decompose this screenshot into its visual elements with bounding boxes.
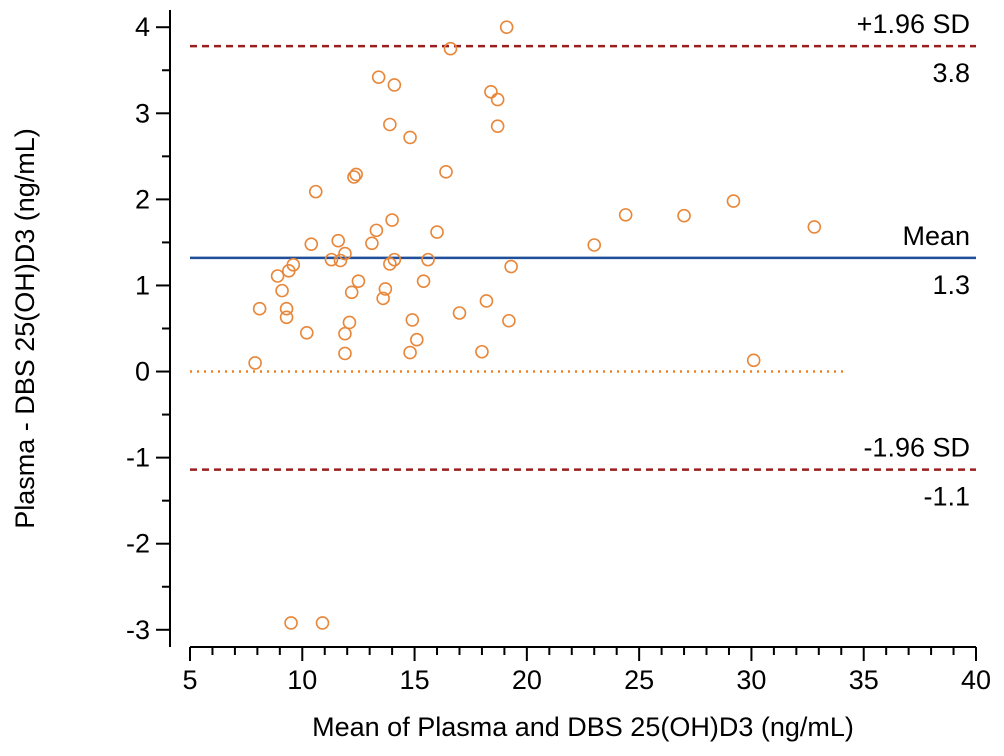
data-point bbox=[726, 194, 741, 208]
data-point bbox=[365, 236, 379, 251]
y-tick-label: -2 bbox=[126, 529, 150, 559]
data-point bbox=[342, 315, 357, 330]
data-point bbox=[443, 41, 458, 56]
data-point bbox=[338, 326, 352, 341]
data-point bbox=[378, 282, 393, 296]
reference-line-value: 1.3 bbox=[932, 270, 970, 300]
data-point bbox=[807, 220, 822, 234]
data-point bbox=[587, 238, 602, 252]
data-point bbox=[502, 313, 516, 328]
data-point bbox=[338, 246, 352, 261]
x-tick-label: 20 bbox=[512, 665, 542, 695]
data-point bbox=[371, 70, 386, 84]
data-point bbox=[479, 294, 494, 308]
data-point bbox=[308, 184, 323, 199]
data-point bbox=[499, 20, 514, 35]
reference-line-value: -1.1 bbox=[923, 482, 970, 512]
x-tick-label: 15 bbox=[400, 665, 430, 695]
x-ticks: 5 10 15 20 25 30 35 40 bbox=[182, 647, 991, 695]
data-point bbox=[439, 165, 453, 179]
data-point bbox=[416, 274, 431, 288]
data-point bbox=[270, 269, 285, 283]
axes: 5 10 15 20 25 30 35 40 -3 -2 -1 0 1 2 3 4 bbox=[126, 10, 991, 695]
y-tick-label: -1 bbox=[126, 443, 150, 473]
y-tick-label: 1 bbox=[135, 270, 150, 300]
reference-line-label: +1.96 SD bbox=[857, 9, 970, 39]
data-point bbox=[504, 259, 518, 274]
y-axis-title: Plasma - DBS 25(OH)D3 (ng/mL) bbox=[10, 128, 40, 529]
data-point bbox=[403, 130, 417, 145]
y-tick-label: 3 bbox=[135, 98, 150, 128]
data-point bbox=[383, 257, 397, 271]
data-point bbox=[618, 208, 633, 222]
reference-line-value: 3.8 bbox=[932, 58, 970, 88]
data-point bbox=[484, 84, 498, 99]
data-point bbox=[279, 301, 294, 316]
data-point bbox=[284, 616, 298, 630]
data-point bbox=[252, 301, 267, 316]
data-point bbox=[315, 616, 330, 630]
data-point bbox=[299, 326, 314, 340]
data-point bbox=[403, 345, 417, 360]
data-point bbox=[490, 92, 505, 107]
x-tick-label: 40 bbox=[961, 665, 991, 695]
x-axis-title: Mean of Plasma and DBS 25(OH)D3 (ng/mL) bbox=[312, 712, 854, 742]
data-point bbox=[347, 170, 361, 184]
data-point bbox=[248, 356, 262, 370]
data-point bbox=[369, 223, 384, 238]
x-tick-label: 10 bbox=[287, 665, 317, 695]
data-point bbox=[351, 274, 366, 288]
data-point bbox=[304, 237, 319, 251]
x-tick-label: 25 bbox=[624, 665, 654, 695]
data-point bbox=[376, 291, 390, 306]
data-point bbox=[333, 253, 348, 268]
x-tick-label: 35 bbox=[849, 665, 879, 695]
data-point bbox=[324, 252, 339, 267]
data-point bbox=[387, 78, 402, 92]
data-point bbox=[405, 313, 420, 327]
y-tick-label: 4 bbox=[135, 12, 150, 42]
y-tick-label: 2 bbox=[135, 184, 150, 214]
data-point bbox=[421, 252, 435, 267]
data-point bbox=[452, 306, 467, 320]
y-tick-label: -3 bbox=[126, 615, 150, 645]
data-point bbox=[430, 225, 444, 239]
x-tick-label: 5 bbox=[182, 665, 197, 695]
data-point bbox=[410, 332, 424, 347]
x-tick-label: 30 bbox=[736, 665, 766, 695]
data-point bbox=[490, 119, 505, 134]
reference-lines: +1.96 SD 3.8 Mean 1.3 -1.96 SD -1.1 bbox=[190, 9, 976, 512]
data-point bbox=[746, 353, 761, 368]
data-point bbox=[349, 167, 363, 182]
y-tick-label: 0 bbox=[135, 357, 150, 387]
reference-line-label: -1.96 SD bbox=[863, 433, 970, 463]
data-point bbox=[279, 310, 294, 325]
data-point bbox=[344, 285, 359, 300]
data-point bbox=[338, 346, 352, 361]
data-point bbox=[331, 233, 346, 248]
data-point bbox=[275, 283, 289, 298]
data-point bbox=[385, 213, 399, 227]
data-points bbox=[248, 20, 822, 630]
data-point bbox=[475, 344, 489, 359]
data-point bbox=[282, 264, 296, 278]
data-point bbox=[677, 208, 691, 223]
data-point bbox=[383, 117, 397, 132]
data-point bbox=[387, 252, 402, 267]
y-ticks: -3 -2 -1 0 1 2 3 4 bbox=[126, 12, 170, 645]
reference-line-label: Mean bbox=[902, 221, 970, 251]
